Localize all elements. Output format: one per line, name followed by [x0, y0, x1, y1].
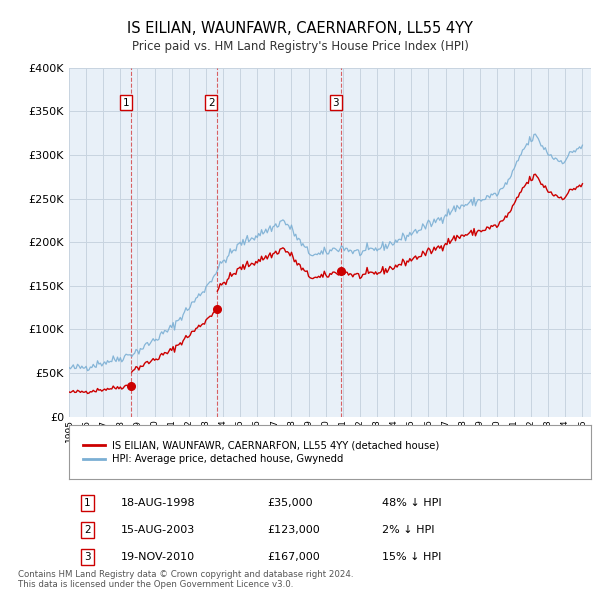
Text: Price paid vs. HM Land Registry's House Price Index (HPI): Price paid vs. HM Land Registry's House …	[131, 40, 469, 53]
Text: Contains HM Land Registry data © Crown copyright and database right 2024.
This d: Contains HM Land Registry data © Crown c…	[18, 570, 353, 589]
Text: IS EILIAN, WAUNFAWR, CAERNARFON, LL55 4YY: IS EILIAN, WAUNFAWR, CAERNARFON, LL55 4Y…	[127, 21, 473, 35]
Text: 3: 3	[84, 552, 91, 562]
Text: £167,000: £167,000	[268, 552, 320, 562]
Text: 1: 1	[122, 98, 130, 108]
Text: 2: 2	[208, 98, 215, 108]
Legend: IS EILIAN, WAUNFAWR, CAERNARFON, LL55 4YY (detached house), HPI: Average price, : IS EILIAN, WAUNFAWR, CAERNARFON, LL55 4Y…	[79, 436, 443, 468]
Text: 48% ↓ HPI: 48% ↓ HPI	[382, 498, 442, 508]
Text: £35,000: £35,000	[268, 498, 313, 508]
Text: 2: 2	[84, 525, 91, 535]
Text: 1: 1	[84, 498, 91, 508]
Text: 15-AUG-2003: 15-AUG-2003	[121, 525, 196, 535]
Text: 3: 3	[332, 98, 339, 108]
Text: 2% ↓ HPI: 2% ↓ HPI	[382, 525, 434, 535]
Text: 19-NOV-2010: 19-NOV-2010	[121, 552, 196, 562]
Text: £123,000: £123,000	[268, 525, 320, 535]
Text: 15% ↓ HPI: 15% ↓ HPI	[382, 552, 442, 562]
Text: 18-AUG-1998: 18-AUG-1998	[121, 498, 196, 508]
